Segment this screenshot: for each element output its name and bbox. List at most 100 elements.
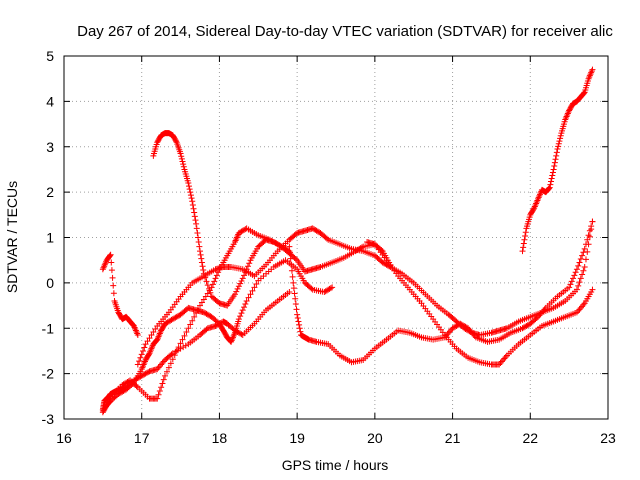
data-point-marker	[329, 284, 336, 291]
data-point-marker	[521, 236, 528, 243]
data-point-marker	[198, 259, 205, 266]
x-tick-label: 21	[445, 430, 461, 446]
data-point-marker	[556, 138, 563, 145]
data-point-marker	[107, 251, 114, 258]
data-point-marker	[287, 249, 294, 256]
data-point-marker	[581, 263, 588, 270]
data-point-marker	[549, 172, 556, 179]
data-point-marker	[187, 189, 194, 196]
data-point-marker	[291, 290, 298, 297]
data-point-marker	[570, 275, 577, 282]
data-point-marker	[288, 267, 295, 274]
series-track-h	[364, 239, 596, 368]
data-point-marker	[533, 315, 540, 322]
data-point-marker	[167, 360, 174, 367]
data-point-marker	[110, 282, 117, 289]
data-point-marker	[546, 184, 553, 191]
series-track-e	[99, 251, 141, 339]
data-point-marker	[522, 229, 529, 236]
data-point-marker	[156, 388, 163, 395]
data-point-marker	[192, 217, 199, 224]
data-point-marker	[576, 259, 583, 266]
data-point-marker	[177, 150, 184, 157]
data-point-marker	[194, 229, 201, 236]
data-point-marker	[292, 295, 299, 302]
data-point-marker	[286, 243, 293, 250]
data-point-marker	[179, 158, 186, 165]
data-point-marker	[551, 163, 558, 170]
data-point-marker	[146, 335, 153, 342]
data-point-marker	[290, 285, 297, 292]
data-point-marker	[155, 391, 162, 398]
data-point-marker	[209, 281, 216, 288]
data-point-marker	[204, 290, 211, 297]
data-point-marker	[206, 285, 213, 292]
data-point-marker	[191, 213, 198, 220]
data-point-marker	[108, 259, 115, 266]
data-point-marker	[575, 282, 582, 289]
data-point-marker	[235, 283, 242, 290]
data-point-marker	[152, 326, 159, 333]
data-point-marker	[137, 354, 144, 361]
data-point-marker	[134, 332, 141, 339]
data-point-marker	[189, 198, 196, 205]
x-tick-label: 16	[56, 430, 72, 446]
data-point-marker	[163, 368, 170, 375]
data-point-marker	[573, 266, 580, 273]
data-point-marker	[237, 313, 244, 320]
data-point-marker	[579, 271, 586, 278]
data-point-marker	[575, 262, 582, 269]
data-point-marker	[162, 372, 169, 379]
data-point-marker	[158, 384, 165, 391]
data-point-marker	[110, 290, 117, 297]
data-point-marker	[189, 201, 196, 208]
data-point-marker	[231, 291, 238, 298]
data-point-marker	[159, 380, 166, 387]
y-tick-label: 0	[46, 275, 54, 291]
data-point-marker	[168, 351, 175, 358]
data-point-marker	[294, 315, 301, 322]
data-point-marker	[202, 293, 209, 300]
data-point-marker	[386, 263, 393, 270]
data-point-marker	[211, 278, 218, 285]
data-point-marker	[292, 256, 299, 263]
data-point-marker	[585, 232, 592, 239]
data-point-marker	[180, 163, 187, 170]
data-point-marker	[197, 302, 203, 309]
data-point-marker	[520, 244, 527, 251]
data-point-marker	[243, 298, 250, 305]
y-tick-label: 5	[46, 48, 54, 64]
data-point-marker	[580, 267, 587, 274]
data-point-marker	[191, 209, 198, 216]
data-point-marker	[196, 243, 203, 250]
data-point-marker	[522, 232, 529, 239]
data-point-marker	[200, 270, 207, 277]
data-point-marker	[150, 329, 157, 336]
data-point-marker	[251, 284, 258, 291]
data-point-marker	[233, 288, 240, 295]
data-point-marker	[577, 256, 584, 263]
data-point-marker	[171, 352, 178, 359]
data-point-marker	[586, 227, 593, 234]
data-point-marker	[177, 340, 184, 347]
data-point-marker	[557, 132, 564, 139]
data-point-marker	[193, 310, 200, 317]
data-point-marker	[323, 235, 330, 242]
data-point-marker	[197, 251, 204, 258]
data-point-marker	[555, 140, 562, 147]
series-track-g	[286, 218, 596, 366]
data-point-marker	[183, 329, 190, 336]
data-point-marker	[577, 275, 584, 282]
grid	[64, 56, 608, 419]
data-point-marker	[195, 234, 202, 241]
x-tick-label: 19	[289, 430, 305, 446]
data-point-marker	[589, 286, 596, 293]
data-point-marker	[142, 341, 149, 348]
data-point-marker	[327, 285, 334, 292]
chart-title: Day 267 of 2014, Sidereal Day-to-day VTE…	[77, 23, 613, 40]
data-point-marker	[243, 266, 250, 273]
y-tick-label: -2	[42, 366, 55, 382]
data-point-marker	[308, 285, 315, 292]
